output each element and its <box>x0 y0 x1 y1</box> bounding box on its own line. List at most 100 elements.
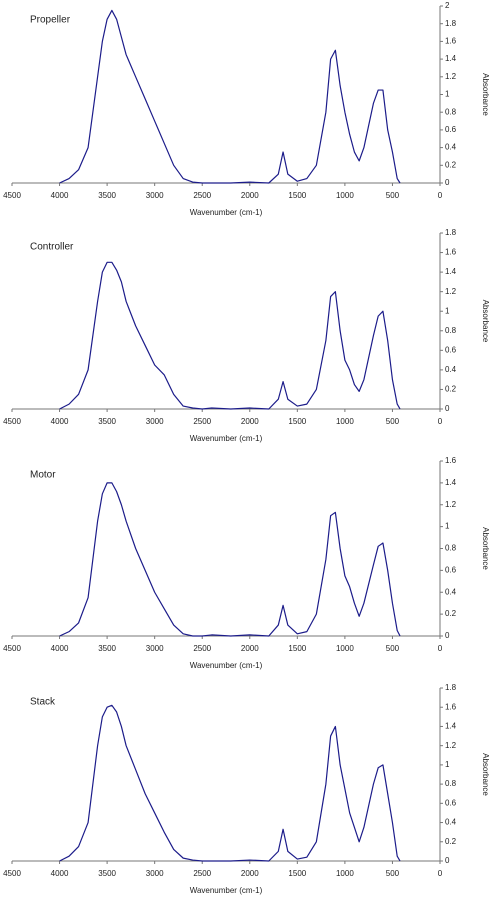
x-tick-label: 1500 <box>288 869 306 878</box>
y-tick-label: 0.6 <box>445 345 457 354</box>
x-tick-label: 2500 <box>193 191 211 200</box>
x-tick-label: 4000 <box>51 191 69 200</box>
x-axis-label: Wavenumber (cm-1) <box>190 886 263 895</box>
x-tick-label: 2500 <box>193 417 211 426</box>
y-tick-label: 1.2 <box>445 741 457 750</box>
x-tick-label: 2000 <box>241 191 259 200</box>
x-tick-label: 2000 <box>241 644 259 653</box>
x-tick-label: 1000 <box>336 644 354 653</box>
y-tick-label: 0.6 <box>445 565 457 574</box>
chart-title: Propeller <box>30 15 71 26</box>
x-tick-label: 3000 <box>146 191 164 200</box>
x-tick-label: 500 <box>386 417 400 426</box>
x-tick-label: 3000 <box>146 644 164 653</box>
x-tick-label: 2000 <box>241 869 259 878</box>
y-tick-label: 1 <box>445 306 450 315</box>
x-tick-label: 3500 <box>98 417 116 426</box>
spectrum-chart: 0 0.2 0.4 0.6 0.8 1 1.2 1.4 1.6 4500 4000 3500 3000 2… <box>3 456 490 670</box>
x-tick-label: 1000 <box>336 417 354 426</box>
y-tick-label: 0.2 <box>445 609 457 618</box>
x-tick-label: 1000 <box>336 869 354 878</box>
spectrum-chart: 0 0.2 0.4 0.6 0.8 1 1.2 1.4 1.6 1.8 2 4500 4000 3500 3… <box>3 1 490 217</box>
y-axis-label: Absorbance <box>481 73 490 116</box>
spectrum-line <box>59 9 401 184</box>
y-tick-label: 0.8 <box>445 779 457 788</box>
chart-title: Controller <box>30 242 74 253</box>
y-axis-label: Absorbance <box>481 527 490 570</box>
y-tick-label: 1 <box>445 522 450 531</box>
y-tick-label: 1.4 <box>445 54 457 63</box>
y-tick-label: 0.4 <box>445 365 457 374</box>
x-tick-label: 0 <box>438 644 443 653</box>
y-tick-label: 2 <box>445 1 450 10</box>
y-tick-label: 1 <box>445 90 450 99</box>
chart-title: Stack <box>30 697 56 708</box>
y-tick-label: 0.2 <box>445 160 457 169</box>
x-tick-label: 500 <box>386 644 400 653</box>
x-tick-label: 2500 <box>193 644 211 653</box>
y-tick-label: 0.4 <box>445 587 457 596</box>
spectrum-line <box>59 704 401 862</box>
x-tick-label: 4000 <box>51 417 69 426</box>
x-tick-label: 1500 <box>288 191 306 200</box>
x-axis-label: Wavenumber (cm-1) <box>190 661 263 670</box>
spectrum-chart: 0 0.2 0.4 0.6 0.8 1 1.2 1.4 1.6 1.8 4500 4000 3500 30… <box>3 228 490 443</box>
x-axis-label: Wavenumber (cm-1) <box>190 208 263 217</box>
y-tick-label: 1.6 <box>445 37 457 46</box>
y-tick-label: 0.4 <box>445 143 457 152</box>
x-tick-label: 4500 <box>3 869 21 878</box>
y-tick-label: 0.2 <box>445 837 457 846</box>
y-axis-label: Absorbance <box>481 300 490 343</box>
y-tick-label: 0 <box>445 178 450 187</box>
x-tick-label: 4500 <box>3 417 21 426</box>
x-tick-label: 4000 <box>51 644 69 653</box>
x-tick-label: 3500 <box>98 644 116 653</box>
x-tick-label: 1500 <box>288 644 306 653</box>
y-tick-label: 1.6 <box>445 456 457 465</box>
y-tick-label: 0.6 <box>445 125 457 134</box>
x-tick-label: 2500 <box>193 869 211 878</box>
x-tick-label: 500 <box>386 191 400 200</box>
x-tick-label: 3500 <box>98 869 116 878</box>
y-tick-label: 0 <box>445 856 450 865</box>
x-tick-label: 0 <box>438 417 443 426</box>
spectrum-line <box>59 261 401 410</box>
x-tick-label: 3000 <box>146 869 164 878</box>
x-tick-label: 4500 <box>3 191 21 200</box>
y-tick-label: 1.4 <box>445 267 457 276</box>
y-tick-label: 1 <box>445 760 450 769</box>
spectrum-line <box>59 482 401 637</box>
x-tick-label: 0 <box>438 191 443 200</box>
y-tick-label: 1.6 <box>445 248 457 257</box>
x-axis-label: Wavenumber (cm-1) <box>190 434 263 443</box>
x-tick-label: 0 <box>438 869 443 878</box>
x-tick-label: 1500 <box>288 417 306 426</box>
y-tick-label: 0.8 <box>445 107 457 116</box>
y-tick-label: 1.8 <box>445 228 457 237</box>
y-tick-label: 0 <box>445 631 450 640</box>
x-tick-label: 4000 <box>51 869 69 878</box>
y-tick-label: 1.4 <box>445 722 457 731</box>
y-axis-label: Absorbance <box>481 753 490 796</box>
y-tick-label: 0.2 <box>445 385 457 394</box>
spectrum-chart: 0 0.2 0.4 0.6 0.8 1 1.2 1.4 1.6 1.8 4500 4000 3500 30… <box>3 683 490 895</box>
x-tick-label: 2000 <box>241 417 259 426</box>
x-tick-label: 3500 <box>98 191 116 200</box>
y-tick-label: 0.4 <box>445 818 457 827</box>
y-tick-label: 1.4 <box>445 478 457 487</box>
chart-title: Motor <box>30 470 56 481</box>
y-tick-label: 0 <box>445 404 450 413</box>
y-tick-label: 1.8 <box>445 19 457 28</box>
y-tick-label: 0.8 <box>445 544 457 553</box>
y-tick-label: 1.2 <box>445 500 457 509</box>
y-tick-label: 1.2 <box>445 287 457 296</box>
x-tick-label: 4500 <box>3 644 21 653</box>
x-tick-label: 500 <box>386 869 400 878</box>
y-tick-label: 1.6 <box>445 702 457 711</box>
y-tick-label: 1.8 <box>445 683 457 692</box>
y-tick-label: 0.6 <box>445 798 457 807</box>
x-tick-label: 3000 <box>146 417 164 426</box>
x-tick-label: 1000 <box>336 191 354 200</box>
